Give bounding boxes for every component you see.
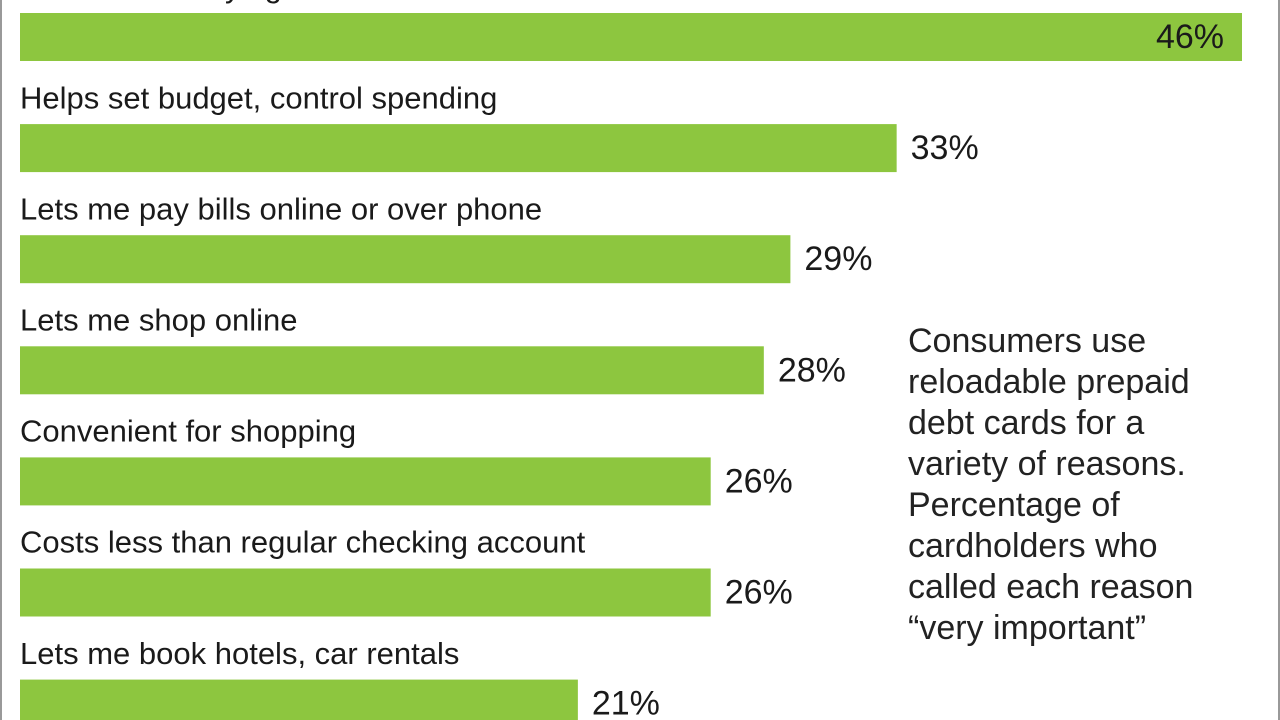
bar (20, 457, 711, 506)
annotation-line: Percentage of (908, 486, 1120, 524)
value-label: 33% (911, 129, 979, 167)
category-label: Helps set budget, control spending (20, 80, 497, 115)
annotation-line: Consumers use (908, 322, 1146, 360)
bar (20, 13, 1242, 61)
annotation-line: variety of reasons. (908, 445, 1186, 483)
annotation-line: cardholders who (908, 527, 1157, 565)
annotation-line: “very important” (908, 609, 1146, 647)
category-label: Lets me shop online (20, 302, 297, 337)
value-label: 26% (725, 462, 793, 500)
value-label: 26% (725, 573, 793, 611)
category-label: Safer than carrying cash (20, 0, 356, 4)
value-label: 29% (804, 240, 872, 278)
category-label: Lets me pay bills online or over phone (20, 191, 542, 226)
bar (20, 124, 897, 173)
value-label: 46% (1156, 18, 1224, 56)
category-label: Convenient for shopping (20, 414, 356, 449)
bar (20, 235, 791, 284)
annotation-line: called each reason (908, 568, 1193, 606)
bar (20, 568, 711, 617)
category-label: Costs less than regular checking account (20, 525, 586, 560)
bar (20, 346, 764, 395)
value-label: 28% (778, 351, 846, 389)
category-label: Lets me book hotels, car rentals (20, 636, 459, 671)
annotation-line: debt cards for a (908, 404, 1144, 442)
value-label: 21% (592, 685, 660, 720)
annotation-line: reloadable prepaid (908, 363, 1190, 401)
bar (20, 679, 578, 720)
